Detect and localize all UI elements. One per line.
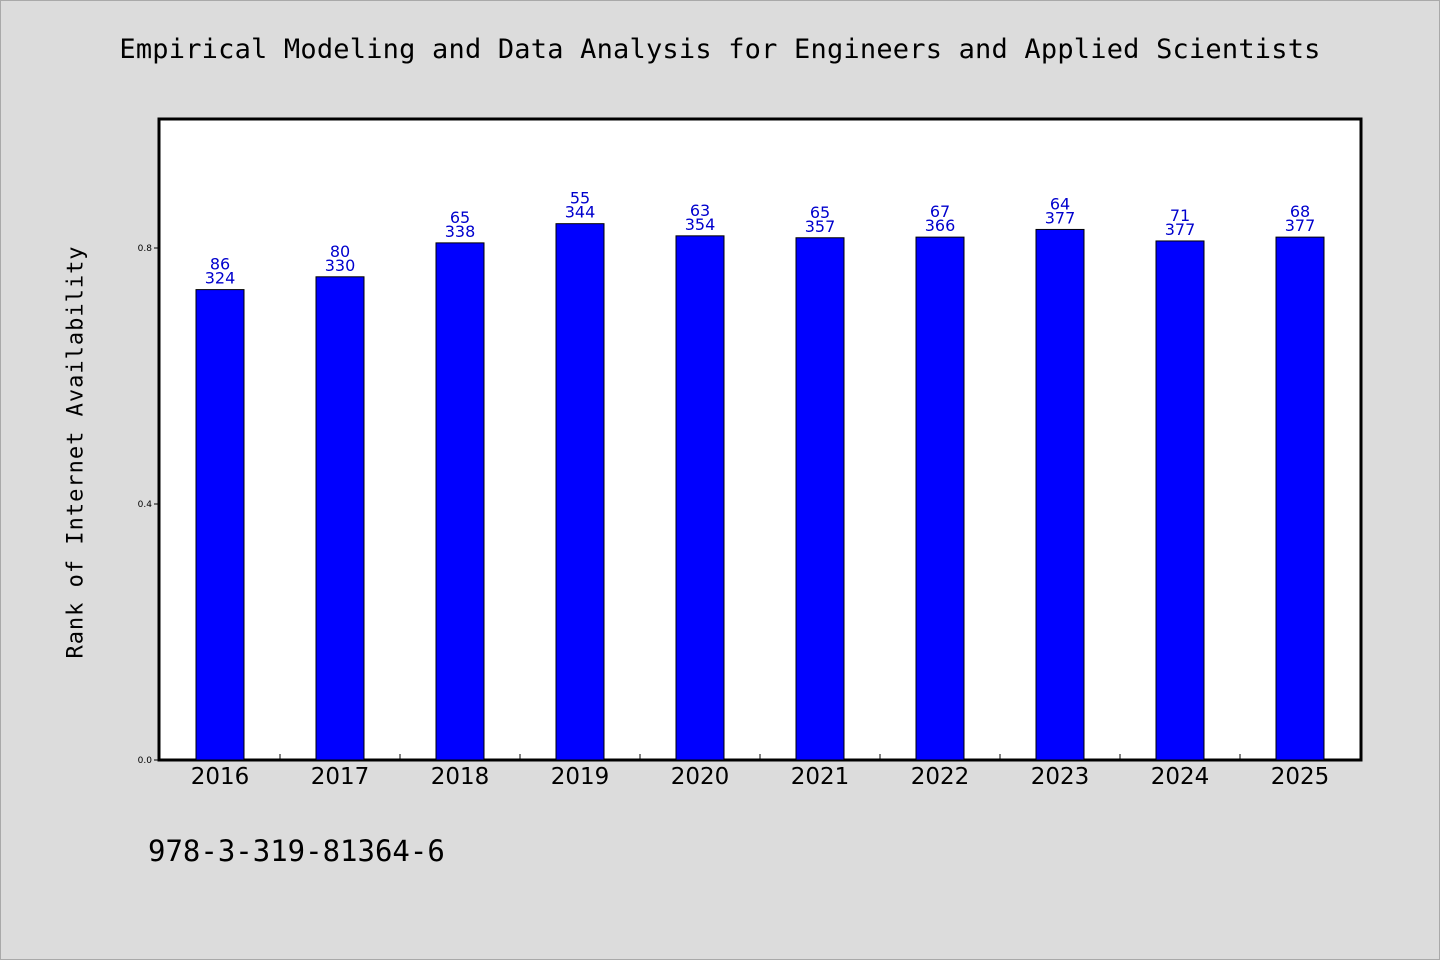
bar <box>435 242 485 761</box>
x-tick-label: 2024 <box>1151 764 1210 790</box>
bar <box>795 237 845 761</box>
bar <box>195 289 245 761</box>
x-tick-label: 2017 <box>311 764 370 790</box>
data-label-top: 71 <box>1170 206 1190 225</box>
data-label-bottom: 338 <box>445 222 476 241</box>
data-label-bottom: 324 <box>205 269 236 288</box>
bar <box>1275 236 1325 761</box>
data-label-top: 67 <box>930 202 950 221</box>
y-tick-label: 0.4 <box>138 500 153 510</box>
data-label-top: 86 <box>210 255 230 274</box>
data-label-top: 65 <box>810 203 830 222</box>
data-label-bottom: 377 <box>1045 208 1076 227</box>
x-tick-label: 2018 <box>431 764 490 790</box>
bar <box>555 223 605 761</box>
y-tick-label: 0.0 <box>138 756 153 766</box>
x-tick-label: 2020 <box>671 764 730 790</box>
x-tick-label: 2022 <box>911 764 970 790</box>
bar <box>915 236 965 761</box>
bar <box>1035 228 1085 761</box>
data-label-top: 68 <box>1290 202 1310 221</box>
data-label-bottom: 357 <box>805 217 836 236</box>
x-tick-label: 2016 <box>191 764 250 790</box>
data-label-bottom: 330 <box>325 256 356 275</box>
data-label-bottom: 366 <box>925 216 956 235</box>
data-label-top: 64 <box>1050 194 1070 213</box>
data-label-bottom: 344 <box>565 203 596 222</box>
bar <box>315 276 365 761</box>
x-tick-label: 2021 <box>791 764 850 790</box>
x-tick-label: 2019 <box>551 764 610 790</box>
x-tick-label: 2023 <box>1031 764 1090 790</box>
y-tick-label: 0.8 <box>138 244 153 254</box>
data-label-top: 55 <box>570 189 590 208</box>
data-label-bottom: 377 <box>1285 216 1316 235</box>
data-label-top: 65 <box>450 208 470 227</box>
data-label-bottom: 354 <box>685 215 716 234</box>
data-label-bottom: 377 <box>1165 220 1196 239</box>
data-label-top: 80 <box>330 242 350 261</box>
data-label-top: 63 <box>690 201 710 220</box>
bar <box>1155 240 1205 761</box>
bar <box>675 235 725 761</box>
chart-title: Empirical Modeling and Data Analysis for… <box>119 34 1321 65</box>
x-tick-label: 2025 <box>1271 764 1330 790</box>
footer-isbn: 978-3-319-81364-6 <box>148 834 445 868</box>
